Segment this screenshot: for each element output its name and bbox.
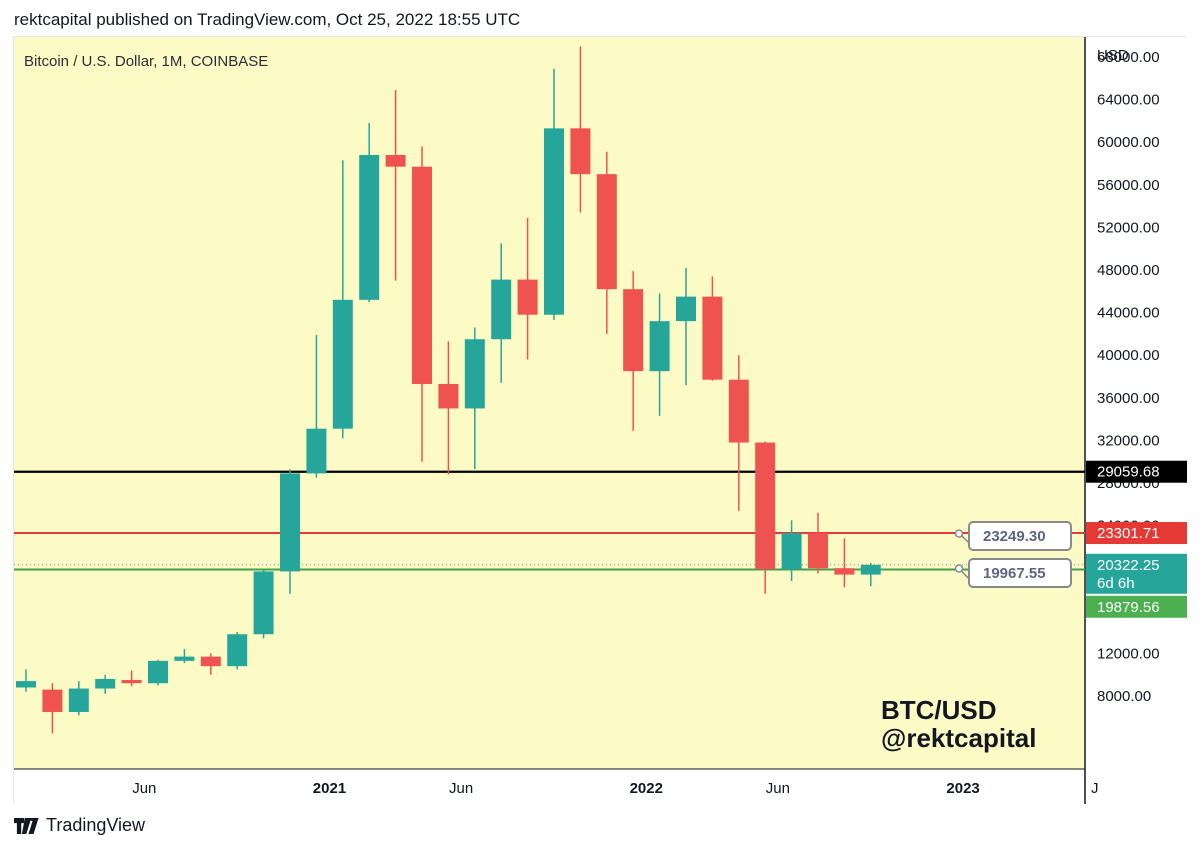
y-tick-label: 64000.00 <box>1097 92 1160 109</box>
currency-label: USD <box>1097 47 1129 64</box>
y-tick-label: 68000.00 <box>1097 49 1160 66</box>
time-axis-background <box>14 769 1085 804</box>
callout-box[interactable] <box>968 558 1072 588</box>
candle-body[interactable] <box>412 166 432 384</box>
x-tick-label: Jun <box>449 780 473 797</box>
candle-body[interactable] <box>860 564 881 575</box>
candlestick-chart[interactable]: Bitcoin / U.S. Dollar, 1M, COINBASE USD68… <box>14 37 1187 804</box>
candle-body[interactable] <box>438 383 459 409</box>
candle-body[interactable] <box>68 688 89 712</box>
chart-frame[interactable]: Bitcoin / U.S. Dollar, 1M, COINBASE USD 68… <box>13 36 1187 804</box>
y-tick-label: 52000.00 <box>1097 219 1160 236</box>
current-price-label-countdown: 6d 6h <box>1097 575 1135 592</box>
y-tick-label: 56000.00 <box>1097 177 1160 194</box>
candle-body[interactable] <box>385 154 406 167</box>
y-tick-label: 60000.00 <box>1097 134 1160 151</box>
candle-body[interactable] <box>544 128 564 315</box>
publisher-header: rektcapital published on TradingView.com… <box>14 10 521 29</box>
candle-body[interactable] <box>464 339 485 409</box>
candle-body[interactable] <box>332 299 353 429</box>
current-price-label-box <box>1086 553 1187 594</box>
x-tick-label: Jun <box>766 780 790 797</box>
candle-body[interactable] <box>16 681 36 688</box>
candle-body[interactable] <box>174 656 195 661</box>
y-tick-label: 44000.00 <box>1097 305 1160 322</box>
candle-body[interactable] <box>491 279 512 340</box>
candle-body[interactable] <box>676 296 696 322</box>
candle-body[interactable] <box>306 428 327 474</box>
footer: TradingView <box>14 815 145 836</box>
candle-body[interactable] <box>517 279 538 315</box>
x-tick-label: J <box>1091 780 1099 797</box>
price-axis-background <box>1085 37 1187 804</box>
y-tick-label: 40000.00 <box>1097 347 1160 364</box>
y-tick-label: 32000.00 <box>1097 432 1160 449</box>
candle-body[interactable] <box>649 321 670 372</box>
y-tick-label: 36000.00 <box>1097 390 1160 407</box>
callout-anchor[interactable] <box>954 564 964 573</box>
y-tick-label: 48000.00 <box>1097 262 1160 279</box>
candle-body[interactable] <box>148 660 168 684</box>
candle-body[interactable] <box>570 128 591 175</box>
red-level-label-box <box>1086 522 1187 545</box>
x-tick-label: Jun <box>132 780 156 797</box>
watermark-author: @rektcapital <box>881 723 1036 753</box>
tradingview-logo-icon <box>14 817 39 834</box>
black-level-label-box <box>1086 460 1187 483</box>
candle-body[interactable] <box>728 379 749 443</box>
candle-body[interactable] <box>755 442 776 570</box>
footer-brand: TradingView <box>46 815 146 835</box>
x-tick-label: 2023 <box>946 780 979 797</box>
x-tick-label: 2021 <box>313 780 346 797</box>
candle-body[interactable] <box>280 473 300 572</box>
candle-body[interactable] <box>623 289 644 372</box>
callout-anchor[interactable] <box>954 529 964 538</box>
candle-body[interactable] <box>200 656 221 667</box>
candle-body[interactable] <box>834 568 855 575</box>
candle-body[interactable] <box>253 571 274 635</box>
callout-box[interactable] <box>968 521 1072 551</box>
candle-body[interactable] <box>808 533 828 569</box>
x-tick-label: 2022 <box>630 780 663 797</box>
candle-body[interactable] <box>121 680 142 684</box>
callout-text: 19967.55 <box>983 565 1046 582</box>
red-level-label-text: 23301.71 <box>1097 525 1160 542</box>
black-level-label-text: 29059.68 <box>1097 464 1160 481</box>
candle-body[interactable] <box>95 678 116 689</box>
candle-body[interactable] <box>42 689 63 712</box>
candle-body[interactable] <box>781 533 802 570</box>
candle-body[interactable] <box>702 296 723 380</box>
y-tick-label: 12000.00 <box>1097 645 1160 662</box>
green-level-label-box <box>1086 595 1187 618</box>
candle-body[interactable] <box>596 174 617 290</box>
callout-text: 23249.30 <box>983 528 1046 545</box>
candle-body[interactable] <box>359 154 380 300</box>
candle-body[interactable] <box>227 634 248 667</box>
y-tick-label: 8000.00 <box>1097 688 1151 705</box>
current-price-label-text: 20322.25 <box>1097 557 1160 574</box>
green-level-label-text: 19879.56 <box>1097 599 1160 616</box>
watermark-pair: BTC/USD <box>881 695 997 725</box>
chart-title: Bitcoin / U.S. Dollar, 1M, COINBASE <box>24 53 268 70</box>
